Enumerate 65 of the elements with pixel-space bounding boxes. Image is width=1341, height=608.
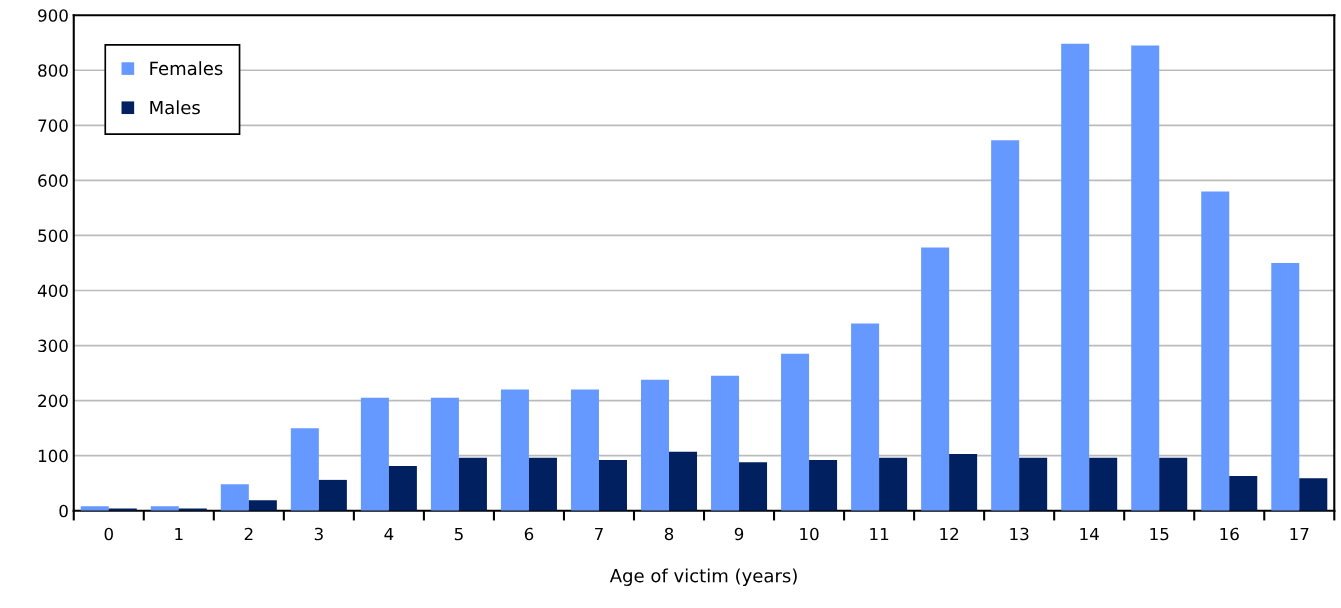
bar (1299, 478, 1328, 511)
x-tick-label: 13 (1010, 527, 1029, 541)
bar (150, 506, 179, 511)
bar (290, 428, 319, 511)
y-tick-label: 600 (38, 174, 68, 187)
bar (1271, 262, 1300, 511)
bar (528, 457, 557, 511)
x-tick-label: 15 (1150, 527, 1169, 541)
bar (851, 323, 880, 511)
bar (318, 479, 347, 511)
y-tick-label: 200 (38, 394, 68, 408)
x-axis-title: Age of victim (years) (609, 568, 797, 586)
bar (220, 484, 249, 511)
y-tick-label: 400 (37, 284, 68, 298)
bar (1089, 457, 1118, 511)
x-tick-label: 8 (664, 527, 674, 541)
bar (1159, 457, 1188, 511)
x-tick-label: 14 (1080, 527, 1099, 541)
y-tick-label: 100 (38, 449, 68, 463)
bar (1061, 43, 1090, 511)
bar (641, 379, 670, 511)
bar (1201, 191, 1230, 511)
x-tick-label: 11 (870, 527, 889, 541)
x-tick-label: 2 (244, 527, 253, 541)
bar (711, 375, 740, 511)
legend-label: Males (150, 100, 200, 115)
bar (921, 247, 950, 511)
bar (430, 397, 459, 511)
bar (248, 500, 277, 511)
x-tick-label: 6 (524, 527, 534, 541)
y-tick-label: 800 (38, 64, 68, 77)
bar (458, 457, 487, 511)
y-tick-label: 900 (38, 9, 68, 22)
bar (388, 466, 417, 511)
bar (360, 397, 389, 511)
bar (991, 140, 1020, 511)
bar (80, 506, 109, 511)
y-tick-label: 0 (59, 504, 68, 518)
x-tick-label: 3 (314, 527, 323, 541)
legend-label: Females (150, 61, 223, 76)
bar (949, 454, 978, 511)
bar (809, 460, 838, 511)
bar (781, 353, 810, 511)
x-tick-label: 0 (104, 527, 113, 541)
bar (500, 389, 529, 511)
x-tick-label: 12 (940, 527, 959, 541)
x-tick-label: 16 (1220, 527, 1239, 541)
bar (1019, 457, 1048, 511)
bar (1229, 476, 1258, 511)
x-tick-label: 1 (175, 527, 183, 541)
x-tick-label: 4 (384, 527, 394, 541)
bar (598, 460, 627, 511)
bar (1131, 45, 1160, 511)
bar (669, 451, 698, 511)
x-tick-label: 17 (1290, 527, 1309, 541)
bar (739, 462, 768, 511)
y-tick-label: 500 (38, 229, 68, 242)
y-tick-label: 700 (38, 119, 68, 132)
y-tick-label: 300 (38, 339, 68, 353)
x-tick-label: 5 (454, 527, 463, 541)
x-tick-label: 10 (800, 527, 819, 541)
bar (570, 389, 599, 511)
x-tick-label: 7 (595, 527, 603, 541)
x-tick-label: 9 (734, 527, 744, 541)
bar (879, 457, 908, 511)
